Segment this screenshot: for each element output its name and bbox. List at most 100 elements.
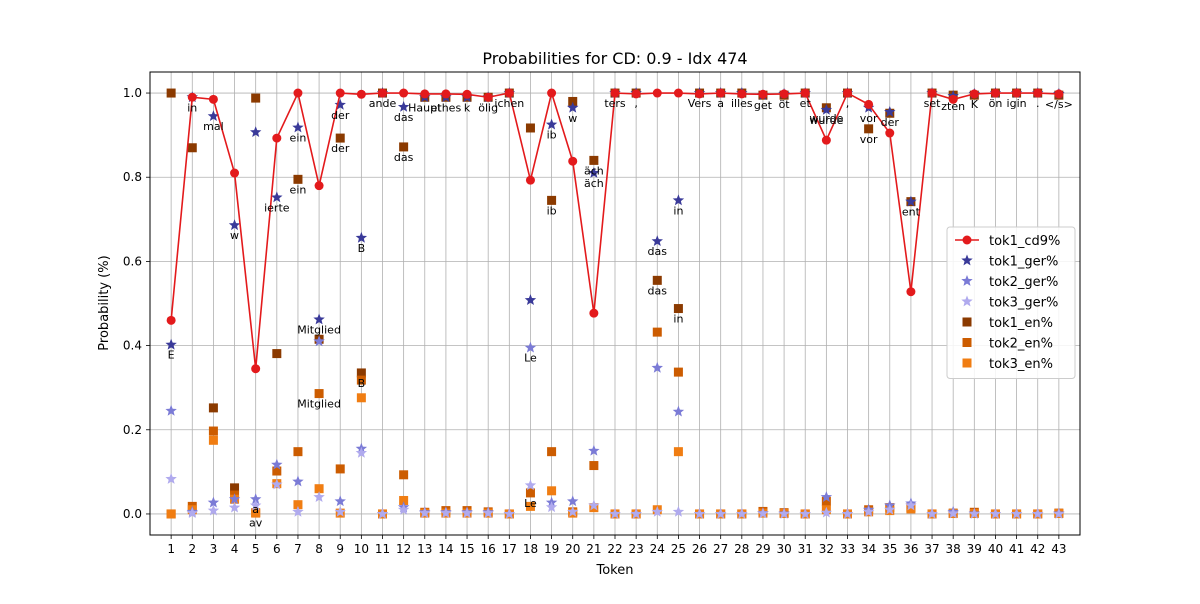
y-axis-label: Probability (%) bbox=[97, 255, 112, 350]
data-point bbox=[547, 447, 557, 457]
data-point bbox=[314, 389, 324, 399]
data-point bbox=[251, 508, 261, 518]
data-label: vor bbox=[860, 133, 878, 146]
data-point bbox=[228, 501, 241, 513]
data-point bbox=[714, 507, 727, 519]
data-point bbox=[356, 375, 366, 385]
data-label: get bbox=[754, 99, 773, 112]
data-point bbox=[293, 447, 303, 457]
data-point bbox=[568, 96, 578, 106]
data-point bbox=[166, 88, 176, 98]
data-point bbox=[1032, 507, 1044, 519]
data-point bbox=[568, 156, 578, 166]
legend-marker bbox=[962, 338, 972, 347]
series-tok1_cd9% bbox=[166, 88, 1064, 374]
x-tick-label: 23 bbox=[628, 542, 643, 556]
x-tick-label: 43 bbox=[1051, 542, 1066, 556]
data-point bbox=[271, 478, 283, 490]
data-point bbox=[335, 464, 345, 474]
data-label: . bbox=[1036, 97, 1040, 110]
data-point bbox=[567, 495, 579, 507]
data-label: E bbox=[168, 349, 175, 362]
data-point bbox=[588, 444, 600, 456]
data-point bbox=[651, 361, 663, 373]
data-label: das bbox=[648, 245, 668, 258]
data-label: das bbox=[394, 111, 414, 124]
data-point bbox=[885, 128, 895, 138]
data-label: wurde bbox=[809, 114, 843, 127]
data-point bbox=[399, 470, 409, 480]
x-tick-label: 40 bbox=[988, 542, 1003, 556]
data-label: ölig bbox=[478, 101, 498, 114]
data-point bbox=[821, 135, 831, 145]
data-label: K bbox=[971, 98, 979, 111]
data-point bbox=[462, 89, 472, 99]
grid-layer bbox=[150, 72, 1080, 535]
data-point bbox=[820, 506, 833, 518]
legend-frame bbox=[946, 226, 1076, 379]
data-point bbox=[208, 403, 218, 413]
data-point bbox=[356, 368, 366, 378]
data-point bbox=[673, 447, 683, 457]
data-point bbox=[251, 93, 261, 103]
data-point bbox=[272, 133, 282, 143]
data-label: der bbox=[331, 142, 350, 155]
data-point bbox=[672, 405, 685, 417]
data-label: igin bbox=[1007, 97, 1027, 110]
legend-label: tok2_ger% bbox=[989, 275, 1058, 290]
data-point bbox=[376, 507, 389, 519]
data-label: vor bbox=[860, 112, 878, 125]
legend-marker bbox=[961, 295, 973, 307]
data-point bbox=[799, 507, 811, 519]
data-point bbox=[441, 89, 451, 99]
data-point bbox=[884, 105, 896, 117]
data-point bbox=[419, 507, 431, 518]
data-label: av bbox=[249, 517, 263, 530]
data-point bbox=[1012, 88, 1022, 98]
data-label: das bbox=[394, 151, 414, 164]
data-label: öt bbox=[779, 98, 791, 111]
data-point bbox=[589, 155, 599, 165]
data-point bbox=[778, 507, 790, 519]
legend-label: tok1_en% bbox=[989, 316, 1053, 331]
data-point bbox=[1033, 88, 1043, 98]
legend-marker bbox=[962, 235, 972, 245]
x-tick-label: 14 bbox=[438, 542, 453, 556]
legend-label: tok1_ger% bbox=[989, 255, 1058, 270]
data-point bbox=[165, 338, 177, 350]
data-point bbox=[208, 435, 218, 445]
data-label: , bbox=[634, 97, 638, 110]
data-label: ierte bbox=[264, 201, 290, 214]
data-point bbox=[947, 507, 959, 519]
data-point bbox=[440, 507, 452, 518]
data-point bbox=[927, 88, 937, 98]
data-point bbox=[545, 118, 558, 130]
data-label: Vers bbox=[688, 97, 712, 110]
data-label: Le bbox=[524, 352, 537, 365]
data-point bbox=[864, 124, 874, 134]
data-label: in bbox=[187, 101, 197, 114]
data-label: a bbox=[717, 97, 724, 110]
y-tick-label: 0.4 bbox=[123, 339, 142, 353]
data-label: mal bbox=[203, 120, 224, 133]
data-label: et bbox=[800, 97, 812, 110]
x-tick-label: 10 bbox=[354, 542, 369, 556]
legend-marker bbox=[961, 254, 973, 266]
data-point bbox=[821, 496, 831, 506]
x-tick-label: 35 bbox=[882, 542, 897, 556]
y-tick-label: 0.6 bbox=[123, 254, 142, 268]
data-point bbox=[884, 503, 896, 515]
data-point bbox=[779, 89, 789, 99]
data-point bbox=[207, 504, 220, 516]
data-point bbox=[397, 503, 410, 515]
data-point bbox=[271, 458, 283, 470]
x-tick-label: 24 bbox=[650, 542, 665, 556]
data-point bbox=[208, 426, 218, 436]
data-label: illes bbox=[731, 97, 753, 110]
data-point bbox=[271, 191, 283, 203]
data-point bbox=[524, 479, 537, 491]
data-point bbox=[926, 507, 938, 519]
data-point bbox=[968, 507, 981, 519]
data-label: , bbox=[846, 97, 850, 110]
data-point bbox=[355, 231, 368, 243]
